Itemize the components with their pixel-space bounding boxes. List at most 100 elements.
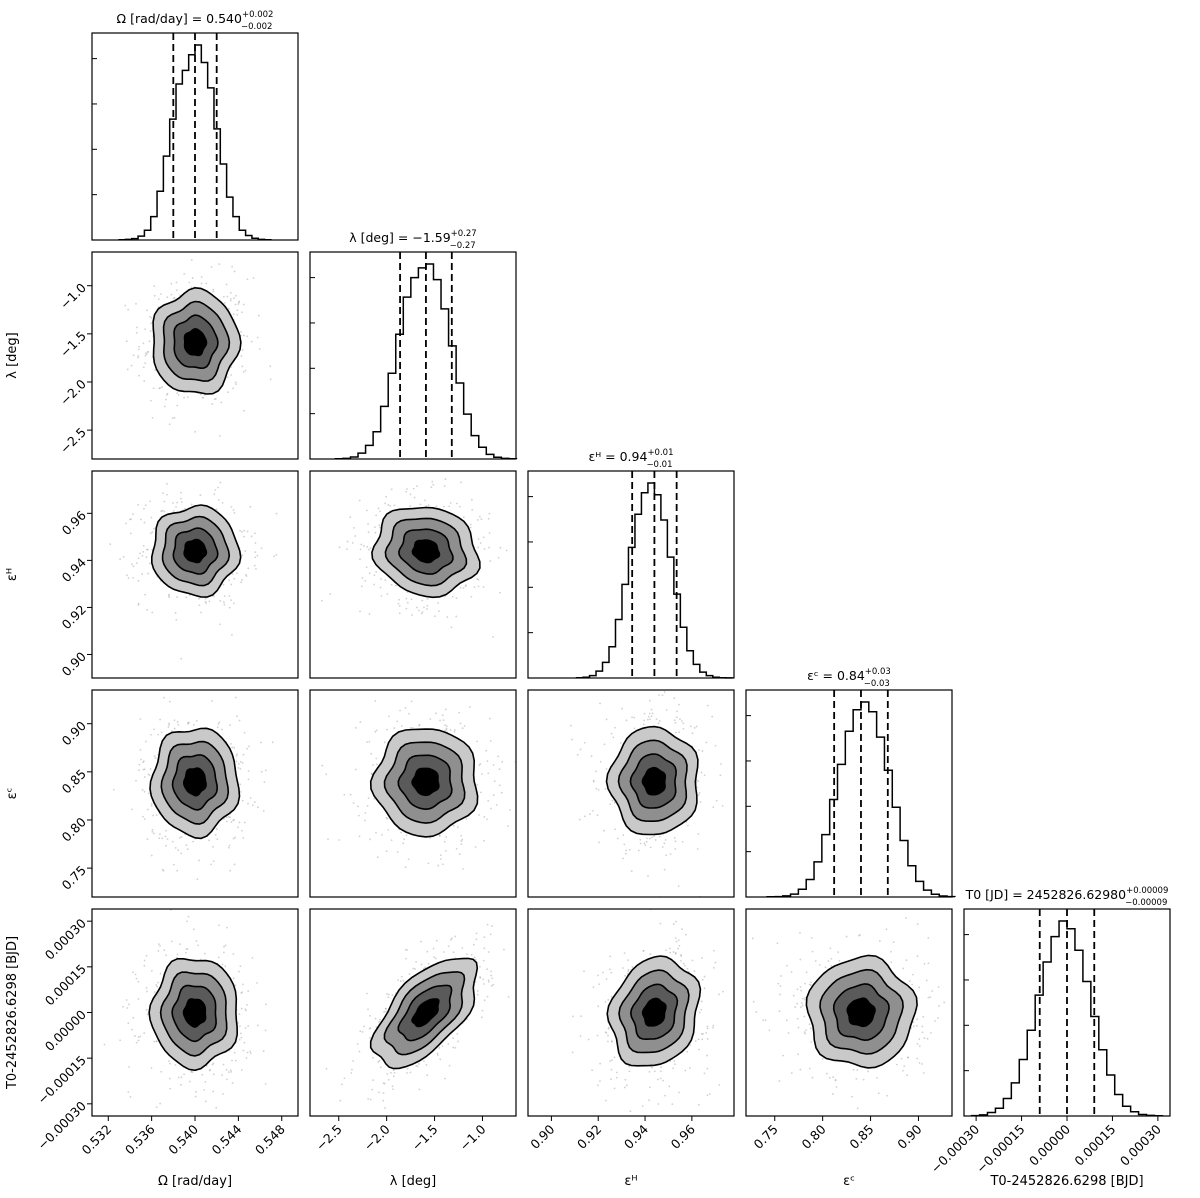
scatter-point (142, 366, 145, 369)
scatter-point (141, 555, 144, 557)
scatter-point (427, 504, 430, 507)
scatter-point (473, 586, 476, 589)
scatter-point (698, 1011, 701, 1014)
scatter-point (649, 953, 652, 955)
scatter-point (387, 996, 390, 999)
scatter-point (596, 814, 599, 817)
scatter-point (143, 521, 146, 524)
scatter-point (444, 1077, 447, 1080)
scatter-point (800, 989, 803, 992)
scatter-point (498, 784, 501, 787)
scatter-point (232, 509, 235, 511)
scatter-point (242, 983, 244, 986)
scatter-point (325, 773, 328, 776)
ytick-label: −2.0 (57, 376, 89, 408)
scatter-point (329, 593, 332, 595)
scatter-point (145, 986, 148, 989)
scatter-point (607, 998, 610, 1001)
scatter-point (369, 1014, 371, 1017)
scatter-point (137, 1039, 140, 1042)
scatter-point (432, 483, 435, 486)
scatter-point (365, 566, 368, 569)
scatter-point (624, 974, 626, 977)
scatter-point (145, 954, 148, 957)
scatter-point (130, 1028, 133, 1031)
scatter-point (605, 767, 608, 770)
scatter-point (452, 951, 455, 954)
scatter-point (244, 369, 247, 372)
scatter-point (139, 552, 141, 555)
scatter-point (595, 770, 597, 773)
scatter-point (698, 792, 701, 794)
scatter-point (147, 792, 150, 795)
scatter-point (256, 336, 259, 339)
scatter-point (426, 950, 429, 953)
scatter-point (250, 535, 253, 538)
scatter-point (200, 282, 203, 285)
scatter-point (442, 951, 445, 953)
scatter-point (392, 1075, 395, 1078)
scatter-point (237, 766, 240, 769)
scatter-point (662, 1079, 664, 1082)
scatter-point (705, 1031, 708, 1034)
scatter-point (153, 285, 156, 288)
scatter-point (523, 775, 525, 777)
scatter-point (610, 732, 613, 735)
scatter-point (672, 1067, 674, 1070)
scatter-point (478, 764, 481, 767)
scatter-point (152, 387, 155, 390)
scatter-point (697, 1038, 700, 1041)
scatter-point (143, 790, 146, 793)
scatter-point (416, 606, 418, 609)
scatter-point (674, 848, 677, 850)
scatter-point (260, 547, 263, 550)
hist-title-sub: −0.00009 (1125, 898, 1167, 908)
scatter-point (204, 1100, 207, 1103)
scatter-point (382, 1082, 385, 1085)
scatter-point (243, 821, 246, 824)
scatter-point (669, 1060, 672, 1063)
scatter-point (221, 1074, 223, 1076)
ytick-label: −1.5 (57, 328, 89, 360)
scatter-point (834, 1078, 837, 1081)
scatter-point (176, 869, 179, 872)
scatter-point (398, 605, 401, 607)
scatter-point (226, 295, 229, 298)
scatter-point (129, 518, 131, 521)
scatter-point (155, 984, 158, 986)
scatter-point (697, 749, 700, 751)
scatter-point (700, 771, 703, 774)
contour-0.5sigma (182, 767, 207, 797)
scatter-point (142, 342, 145, 345)
scatter-point (145, 353, 148, 356)
scatter-point (157, 949, 160, 952)
scatter-point (380, 578, 382, 580)
scatter-point (186, 947, 189, 950)
scatter-point (457, 1040, 459, 1043)
scatter-point (648, 712, 651, 715)
scatter-point (234, 984, 237, 987)
scatter-point (386, 1073, 389, 1075)
scatter-point (477, 585, 480, 588)
scatter-point (397, 979, 399, 982)
scatter-point (372, 1056, 374, 1059)
scatter-point (392, 1069, 395, 1072)
scatter-point (249, 1050, 252, 1053)
scatter-point (922, 1015, 925, 1018)
scatter-point (469, 526, 472, 529)
scatter-point (377, 507, 380, 510)
scatter-point (178, 837, 181, 839)
scatter-point (264, 1029, 267, 1032)
scatter-point (237, 1021, 239, 1024)
scatter-point (202, 396, 205, 399)
scatter-point (239, 760, 242, 763)
scatter-point (321, 764, 324, 767)
scatter-point (665, 949, 667, 952)
scatter-point (229, 1069, 232, 1072)
scatter-point (597, 788, 600, 791)
scatter-point (931, 990, 934, 992)
scatter-point (452, 1046, 455, 1049)
scatter-point (365, 992, 368, 995)
scatter-point (149, 500, 152, 503)
scatter-point (190, 1071, 193, 1073)
